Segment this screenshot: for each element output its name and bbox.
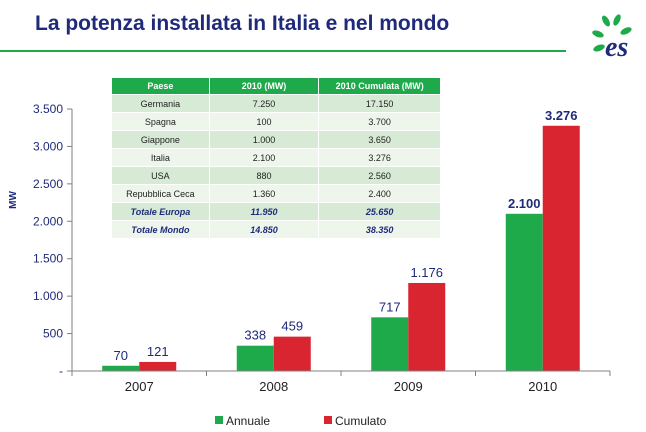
legend-label: Cumulato	[335, 414, 387, 428]
table-cell: 3.700	[318, 112, 441, 131]
table-cell: Italia	[111, 148, 210, 167]
table-row-totale-europa: Totale Europa 11.950 25.650	[111, 202, 441, 221]
column-header-2010-cumulata: 2010 Cumulata (MW)	[318, 77, 441, 95]
y-tick-label: 1.500	[33, 252, 63, 266]
legend-label: Annuale	[226, 414, 270, 428]
table-row-totale-mondo: Totale Mondo 14.850 38.350	[111, 220, 441, 239]
y-tick-label: 3.500	[33, 102, 63, 116]
column-header-paese: Paese	[111, 77, 210, 95]
data-label: 70	[114, 348, 128, 363]
table-header-row: Paese 2010 (MW) 2010 Cumulata (MW)	[111, 77, 441, 95]
table-cell: 38.350	[318, 220, 441, 239]
y-tick-label: 2.000	[33, 214, 63, 228]
bar-cumulato	[273, 336, 311, 371]
table-cell: Giappone	[111, 130, 210, 149]
table-cell: 880	[208, 166, 320, 185]
y-tick-label: 500	[43, 327, 63, 341]
bar-annuale	[102, 365, 140, 371]
bar-annuale	[371, 317, 409, 371]
bar-cumulato	[542, 125, 580, 371]
logo-leaves-icon	[592, 14, 632, 52]
x-axis: 2007 2008 2009 2010	[71, 370, 611, 394]
x-tick-label: 2007	[125, 379, 154, 394]
bar-cumulato	[408, 282, 446, 371]
y-tick-label: 3.000	[33, 139, 63, 153]
table-cell: 2.100	[208, 148, 320, 167]
table-cell: 17.150	[318, 94, 441, 113]
data-label: 338	[244, 328, 266, 343]
bar-annuale	[236, 345, 274, 371]
table-cell: 1.000	[208, 130, 320, 149]
column-header-2010: 2010 (MW)	[208, 77, 320, 95]
x-tick-label: 2010	[528, 379, 557, 394]
legend-swatch	[215, 416, 223, 424]
bar-cumulato	[139, 361, 177, 371]
table-row: Repubblica Ceca 1.360 2.400	[111, 184, 441, 203]
bar-annuale	[505, 213, 543, 371]
table-row: Giappone 1.000 3.650	[111, 130, 441, 149]
table-cell: 7.250	[208, 94, 320, 113]
table-row: USA 880 2.560	[111, 166, 441, 185]
table-cell: Germania	[111, 94, 210, 113]
table-row: Spagna 100 3.700	[111, 112, 441, 131]
table-cell: 3.650	[318, 130, 441, 149]
data-label: 717	[379, 299, 401, 314]
y-tick-label: 2.500	[33, 177, 63, 191]
x-tick-label: 2009	[394, 379, 423, 394]
table-row: Italia 2.100 3.276	[111, 148, 441, 167]
data-label: 1.176	[410, 265, 443, 280]
legend: Annuale Cumulato	[215, 414, 387, 428]
es-logo: es	[592, 14, 632, 63]
x-tick-label: 2008	[259, 379, 288, 394]
country-table: Paese 2010 (MW) 2010 Cumulata (MW) Germa…	[111, 77, 441, 239]
table-cell: 25.650	[318, 202, 441, 221]
data-label: 459	[281, 319, 303, 334]
title-underline	[0, 50, 566, 52]
table-cell: 2.560	[318, 166, 441, 185]
table-cell: Repubblica Ceca	[111, 184, 210, 203]
data-label: 3.276	[545, 108, 578, 123]
y-axis-label: MW	[8, 191, 19, 209]
table-row: Germania 7.250 17.150	[111, 94, 441, 113]
page-title: La potenza installata in Italia e nel mo…	[35, 12, 450, 35]
table-cell: Spagna	[111, 112, 210, 131]
y-tick-label: 1.000	[33, 289, 63, 303]
table-cell: 3.276	[318, 148, 441, 167]
y-axis: - 500 1.000 1.500 2.000 2.500 3.000 3.500 MW	[8, 102, 73, 378]
legend-swatch	[324, 416, 332, 424]
table-cell: USA	[111, 166, 210, 185]
table-cell: 2.400	[318, 184, 441, 203]
table-cell: 11.950	[208, 202, 320, 221]
table-cell: Totale Europa	[111, 202, 210, 221]
table-cell: 14.850	[208, 220, 320, 239]
table-cell: 1.360	[208, 184, 320, 203]
y-tick-label: -	[59, 364, 63, 378]
table-cell: Totale Mondo	[111, 220, 210, 239]
logo-text: es	[605, 32, 628, 63]
table-cell: 100	[208, 112, 320, 131]
data-label: 121	[147, 344, 169, 359]
data-label: 2.100	[508, 196, 541, 211]
